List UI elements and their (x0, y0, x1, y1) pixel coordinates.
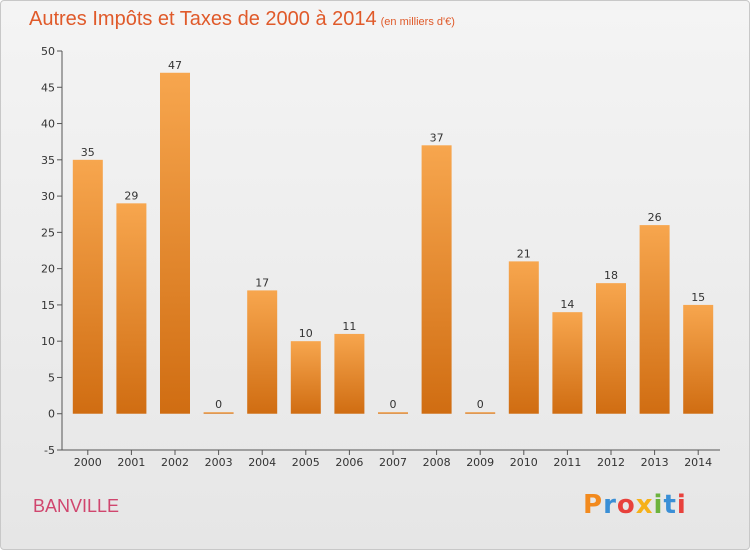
bar (160, 72, 190, 414)
data-label: 26 (648, 211, 662, 224)
y-tick-label: 20 (41, 263, 55, 276)
logo-letter: x (635, 490, 654, 520)
proxiti-logo: Proxiti (583, 490, 687, 520)
y-tick-label: 10 (41, 335, 55, 348)
data-label: 15 (691, 291, 705, 304)
x-tick-label: 2007 (379, 456, 407, 469)
x-tick-label: 2009 (466, 456, 494, 469)
x-tick-label: 2001 (117, 456, 145, 469)
data-label: 10 (299, 327, 313, 340)
bar (683, 304, 714, 414)
chart-subtitle: (en milliers d'€) (380, 16, 455, 28)
logo-letter: r (603, 490, 617, 520)
data-label: 18 (604, 269, 618, 282)
y-tick-label: 25 (41, 226, 55, 239)
data-label: 17 (255, 276, 269, 289)
logo-letter: i (676, 490, 687, 520)
bar (508, 261, 539, 414)
bar (552, 312, 583, 414)
y-tick-label: 30 (41, 190, 55, 203)
x-tick-label: 2002 (161, 456, 189, 469)
x-tick-label: 2003 (205, 456, 233, 469)
x-tick-label: 2014 (684, 456, 712, 469)
x-tick-label: 2010 (510, 456, 538, 469)
x-tick-label: 2008 (423, 456, 451, 469)
bar (290, 341, 321, 414)
x-tick-label: 2006 (335, 456, 363, 469)
chart-title: Autres Impôts et Taxes de 2000 à 2014 (en… (29, 8, 455, 31)
bar (421, 145, 452, 414)
x-tick-label: 2000 (74, 456, 102, 469)
data-label: 29 (124, 189, 138, 202)
logo-letter: t (663, 490, 677, 520)
x-tick-label: 2004 (248, 456, 276, 469)
x-tick-label: 2005 (292, 456, 320, 469)
y-tick-label: 50 (41, 45, 55, 58)
y-tick-label: 15 (41, 299, 55, 312)
bar (639, 225, 670, 414)
bar (203, 412, 234, 414)
bar (72, 159, 103, 414)
commune-name: BANVILLE (33, 496, 120, 516)
y-tick-label: -5 (44, 444, 55, 457)
logo-letter: i (653, 490, 664, 520)
x-tick-label: 2013 (641, 456, 669, 469)
bar (334, 333, 365, 414)
data-label: 37 (430, 131, 444, 144)
data-label: 0 (477, 398, 484, 411)
data-label: 35 (81, 146, 95, 159)
data-label: 47 (168, 59, 182, 72)
data-label: 0 (215, 398, 222, 411)
data-label: 21 (517, 247, 531, 260)
bar (116, 203, 147, 414)
logo-letter: P (583, 490, 604, 520)
data-label: 0 (390, 398, 397, 411)
bar (247, 290, 278, 414)
y-tick-label: 0 (48, 408, 55, 421)
bar (465, 412, 496, 414)
bar (378, 412, 408, 414)
y-tick-label: 40 (41, 118, 55, 131)
y-tick-label: 35 (41, 154, 55, 167)
data-label: 11 (342, 320, 356, 333)
y-tick-label: 5 (48, 371, 55, 384)
chart-title-text: Autres Impôts et Taxes de 2000 à 2014 (29, 8, 377, 30)
data-label: 14 (560, 298, 574, 311)
bar (596, 283, 626, 414)
logo-letter: o (616, 490, 636, 520)
x-tick-label: 2012 (597, 456, 625, 469)
x-tick-label: 2011 (553, 456, 581, 469)
y-tick-label: 45 (41, 81, 55, 94)
